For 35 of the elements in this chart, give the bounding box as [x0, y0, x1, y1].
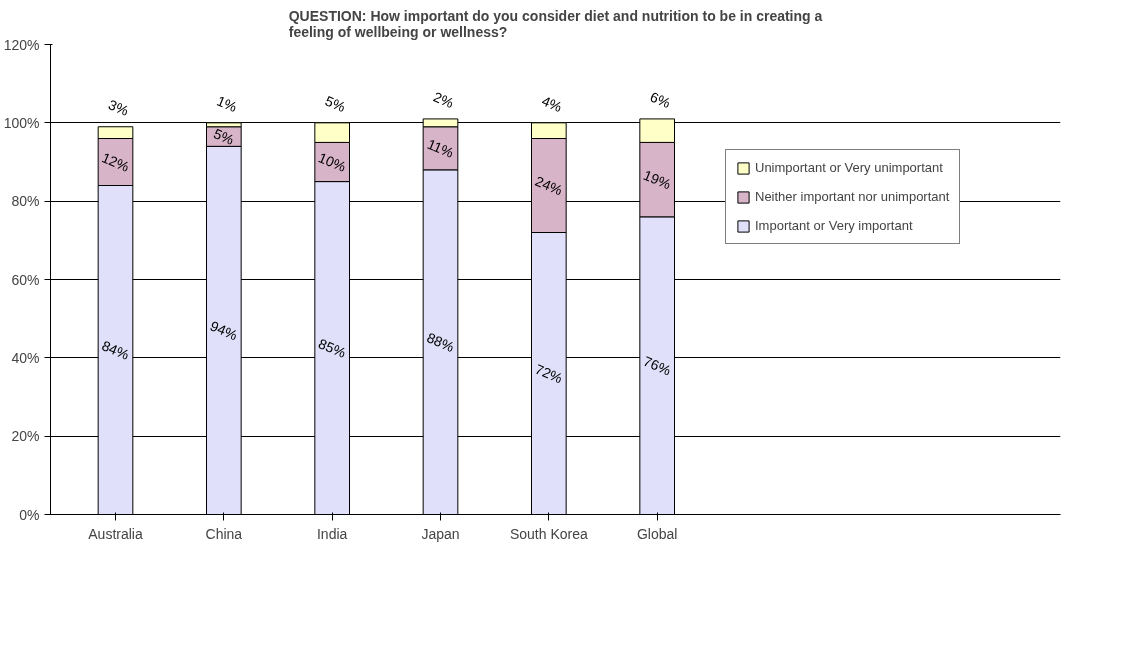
- y-tick-label: 40%: [11, 349, 40, 366]
- x-tick-label: China: [205, 525, 243, 542]
- y-tick-label: 80%: [11, 193, 40, 210]
- data-label: 5%: [211, 125, 237, 148]
- data-label: 2%: [431, 88, 457, 112]
- x-tick-label: Global: [636, 525, 678, 542]
- data-label: 3%: [106, 96, 132, 119]
- x-tick-label: Japan: [421, 525, 460, 542]
- y-tick-label: 60%: [11, 271, 40, 288]
- x-tick-label: South Korea: [509, 525, 588, 542]
- data-label: 6%: [647, 88, 673, 112]
- data-label: 5%: [322, 92, 348, 116]
- y-tick-label: 0%: [19, 506, 40, 523]
- data-label: 4%: [539, 92, 565, 116]
- legend-label: Important or Very important: [755, 218, 913, 233]
- y-tick-label: 100%: [3, 114, 40, 131]
- data-label: 72%: [532, 360, 565, 387]
- data-label: 12%: [99, 149, 132, 175]
- data-label: 88%: [424, 329, 457, 355]
- chart-title: QUESTION: How important do you consider diet and nutrition to be in creating a feeling of wellbeing or wellness?: [288, 7, 823, 40]
- data-label: 76%: [641, 352, 674, 379]
- data-label: 1%: [214, 92, 240, 116]
- legend-label: Unimportant or Very unimportant: [755, 160, 943, 175]
- x-tick-label: India: [316, 525, 348, 542]
- data-label: 84%: [99, 337, 132, 363]
- data-label: 85%: [316, 335, 349, 361]
- data-label: 24%: [532, 172, 565, 199]
- data-label: 94%: [207, 317, 240, 344]
- y-tick-label: 120%: [3, 36, 40, 53]
- data-label: 19%: [641, 166, 674, 193]
- y-tick-label: 20%: [11, 428, 40, 445]
- legend-label: Neither important nor unimportant: [755, 189, 950, 204]
- data-label: 10%: [316, 149, 349, 175]
- data-label: 11%: [424, 135, 457, 161]
- x-tick-label: Australia: [88, 525, 143, 542]
